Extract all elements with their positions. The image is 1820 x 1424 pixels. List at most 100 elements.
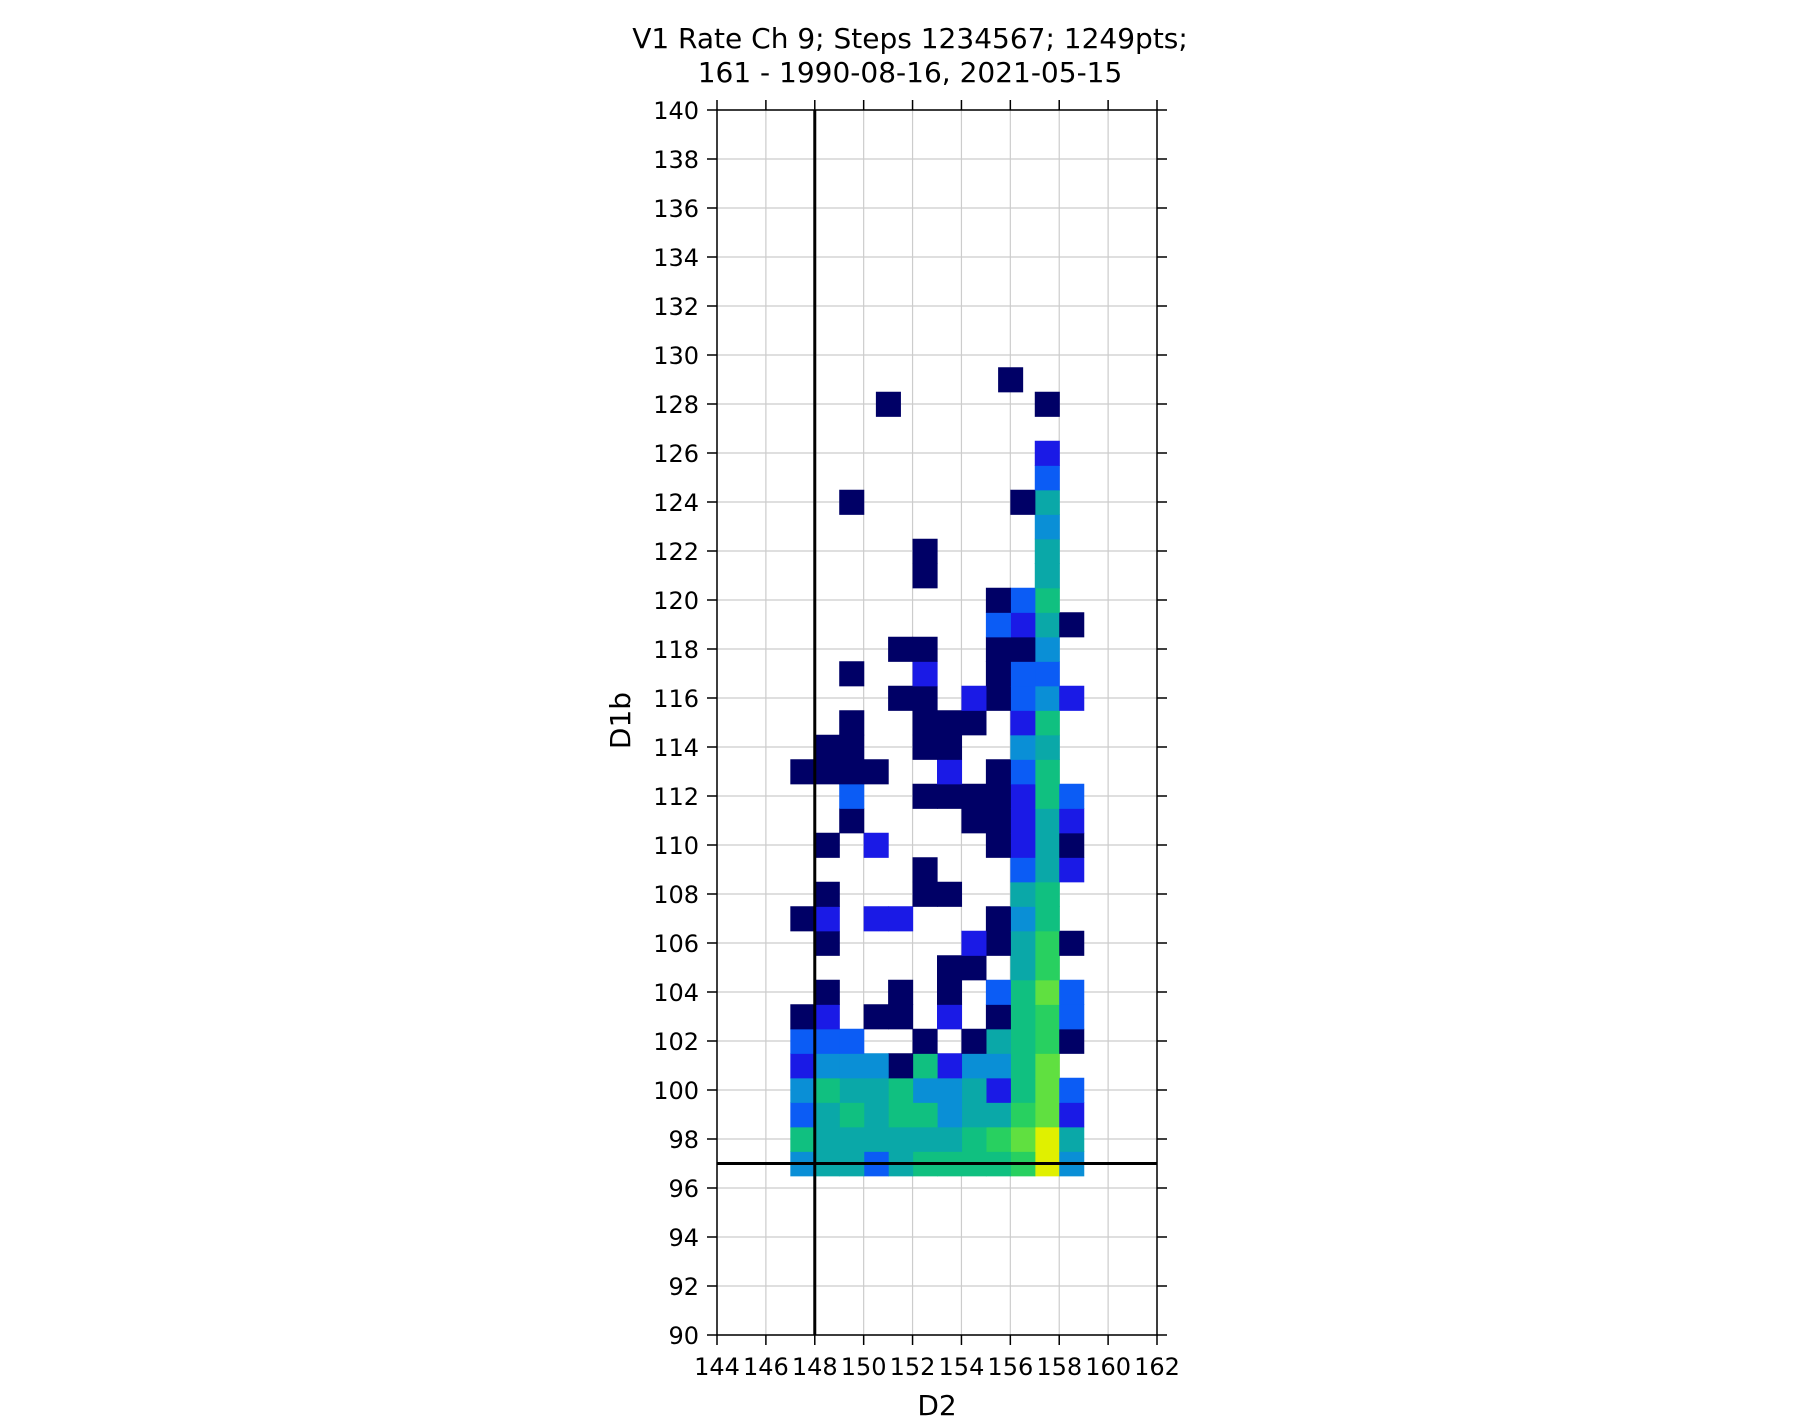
heatmap-cell <box>985 1102 1011 1128</box>
heatmap-cell <box>1059 1126 1085 1152</box>
heatmap-cell <box>888 1077 914 1103</box>
heatmap-cell <box>1059 783 1085 809</box>
x-tick-label: 156 <box>987 1353 1033 1381</box>
heatmap-cell <box>1059 1077 1085 1103</box>
heatmap-cell <box>790 906 816 932</box>
heatmap-cell <box>912 710 938 736</box>
heatmap-cell <box>937 710 963 736</box>
heatmap-cell <box>1010 612 1036 638</box>
heatmap-cell <box>839 661 865 687</box>
y-tick-label: 104 <box>653 979 699 1007</box>
x-tick-label: 150 <box>841 1353 887 1381</box>
heatmap-cell <box>961 783 987 809</box>
heatmap-cell <box>1010 783 1036 809</box>
heatmap-cell <box>912 783 938 809</box>
heatmap-cell <box>814 734 840 760</box>
heatmap-cell <box>912 857 938 883</box>
y-tick-label: 92 <box>668 1273 699 1301</box>
heatmap-cell <box>888 1004 914 1030</box>
heatmap-cell <box>985 832 1011 858</box>
y-tick-label: 116 <box>653 685 699 713</box>
heatmap-cell <box>985 930 1011 956</box>
heatmap-cell <box>875 391 901 417</box>
heatmap-cell <box>1034 514 1060 540</box>
x-tick-label: 154 <box>939 1353 985 1381</box>
heatmap-cell <box>1010 1077 1036 1103</box>
heatmap-cell <box>1034 465 1060 491</box>
y-tick-label: 132 <box>653 293 699 321</box>
heatmap-cell <box>790 1102 816 1128</box>
heatmap-cell <box>1010 906 1036 932</box>
heatmap-cell <box>937 881 963 907</box>
heatmap-cell <box>1034 881 1060 907</box>
heatmap-cell <box>1010 1102 1036 1128</box>
heatmap-cell <box>1034 685 1060 711</box>
y-tick-label: 118 <box>653 636 699 664</box>
heatmap-cell <box>961 1126 987 1152</box>
x-tick-label: 152 <box>890 1353 936 1381</box>
y-tick-label: 120 <box>653 587 699 615</box>
heatmap-cell <box>1034 808 1060 834</box>
heatmap-cell <box>985 612 1011 638</box>
heatmap-cell <box>814 1028 840 1054</box>
heatmap-cell <box>961 710 987 736</box>
heatmap-cell <box>985 979 1011 1005</box>
heatmap-cell <box>961 685 987 711</box>
heatmap-cell <box>1010 1126 1036 1152</box>
heatmap-cell <box>814 930 840 956</box>
heatmap-cell <box>961 1102 987 1128</box>
heatmap-cell <box>814 1126 840 1152</box>
chart-title-line-2: 161 - 1990-08-16, 2021-05-15 <box>697 56 1123 89</box>
heatmap-cell <box>1034 759 1060 785</box>
heatmap-cell <box>1059 612 1085 638</box>
heatmap-cell <box>937 783 963 809</box>
heatmap-cell <box>1034 906 1060 932</box>
chart-title-line-1: V1 Rate Ch 9; Steps 1234567; 1249pts; <box>632 22 1188 55</box>
heatmap-cell <box>985 661 1011 687</box>
y-tick-label: 98 <box>668 1126 699 1154</box>
heatmap-cell <box>1059 685 1085 711</box>
y-tick-label: 126 <box>653 440 699 468</box>
heatmap-cell <box>814 906 840 932</box>
heatmap-cell <box>937 955 963 981</box>
heatmap-cell <box>1010 930 1036 956</box>
y-tick-label: 102 <box>653 1028 699 1056</box>
heatmap-cell <box>1034 710 1060 736</box>
heatmap-cell <box>961 1028 987 1054</box>
heatmap-cell <box>1034 1102 1060 1128</box>
heatmap-cell <box>937 1004 963 1030</box>
heatmap-cell <box>985 1126 1011 1152</box>
heatmap-cell <box>1059 1028 1085 1054</box>
heatmap-cell <box>839 1053 865 1079</box>
heatmap-cell <box>839 1077 865 1103</box>
heatmap-cell <box>1034 1004 1060 1030</box>
heatmap-cell <box>1010 710 1036 736</box>
heatmap-cell <box>1034 930 1060 956</box>
heatmap-cell <box>790 759 816 785</box>
heatmap-cell <box>1010 808 1036 834</box>
heatmap-cell <box>985 906 1011 932</box>
y-tick-label: 96 <box>668 1175 699 1203</box>
heatmap-cell <box>912 636 938 662</box>
heatmap-cell <box>912 1053 938 1079</box>
heatmap-cell <box>839 759 865 785</box>
heatmap-cell <box>912 734 938 760</box>
heatmap-cell <box>937 734 963 760</box>
heatmap-cell <box>863 906 889 932</box>
heatmap-cell <box>790 1053 816 1079</box>
heatmap-cell <box>1010 636 1036 662</box>
y-tick-label: 140 <box>653 97 699 125</box>
heatmap-cell <box>863 759 889 785</box>
heatmap-cell <box>1059 808 1085 834</box>
heatmap-cell <box>1034 440 1060 466</box>
heatmap-cell <box>1059 979 1085 1005</box>
heatmap-cell <box>814 881 840 907</box>
heatmap-cell <box>888 636 914 662</box>
heatmap-cell <box>1034 857 1060 883</box>
heatmap-cell <box>1034 489 1060 515</box>
heatmap-cell <box>1010 1053 1036 1079</box>
heatmap-cell <box>790 1077 816 1103</box>
heatmap-cell <box>985 1028 1011 1054</box>
axis-ticks: 144 146 148 150 152 154 156 158 160 162 90 92 94 96 98… <box>653 97 1180 1381</box>
heatmap-cell <box>814 1004 840 1030</box>
